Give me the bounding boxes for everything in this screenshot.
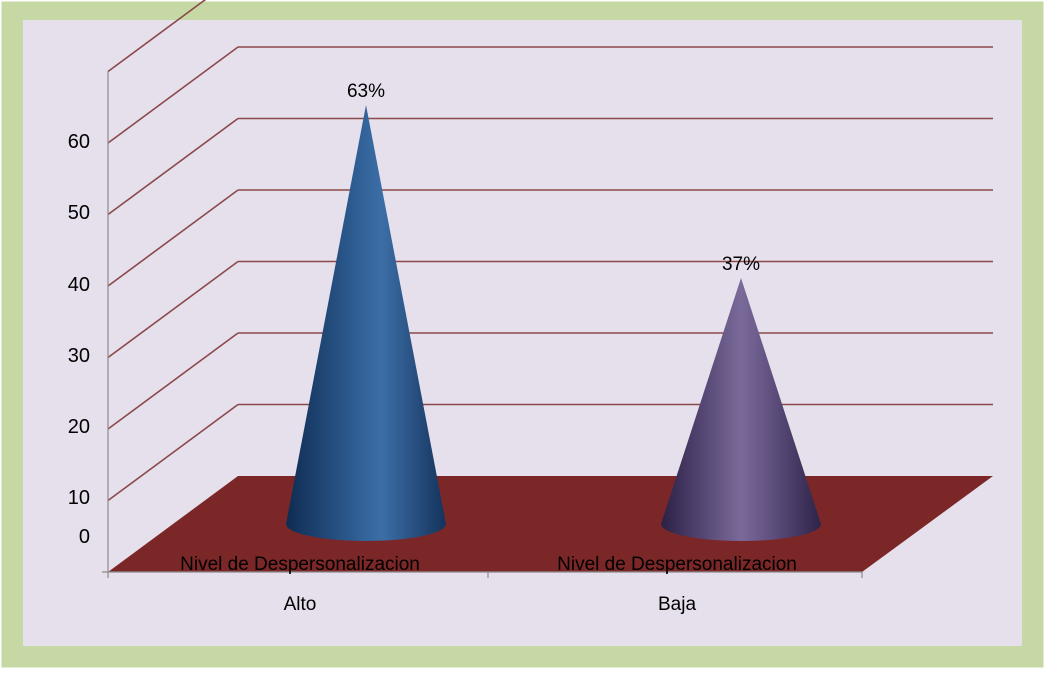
- cone-body: [661, 277, 821, 541]
- data-labels: 63% 37%: [347, 81, 760, 275]
- y-tick-label: 40: [68, 274, 90, 296]
- gridline-side: [107, 46, 239, 144]
- y-tick-label: 60: [68, 131, 90, 153]
- data-label: 37%: [722, 254, 760, 275]
- x-label-line1: Nivel de Despersonalizacion: [557, 554, 797, 575]
- cone-baja: [661, 277, 821, 541]
- gridline-side: [107, 332, 239, 430]
- gridline-side: [107, 403, 239, 502]
- x-label-line1: Nivel de Despersonalizacion: [180, 554, 420, 575]
- y-tick-label: 20: [68, 416, 90, 438]
- cones: [286, 105, 821, 542]
- axis: [102, 71, 863, 578]
- cone-body: [286, 105, 446, 542]
- data-label: 63%: [347, 81, 385, 102]
- y-tick-label: 50: [68, 202, 90, 224]
- x-label-line2: Baja: [658, 594, 696, 615]
- y-tick-label: 30: [68, 345, 90, 367]
- cone-alto: [286, 105, 446, 542]
- x-label-line2: Alto: [284, 594, 317, 615]
- y-axis-ticks: 0 10 20 30 40 50 60: [68, 131, 90, 548]
- x-axis-labels: Nivel de Despersonalizacion Alto Nivel de …: [180, 554, 797, 615]
- gridline-side: [107, 0, 207, 73]
- gridline-side: [107, 260, 239, 359]
- y-tick-label: 0: [79, 526, 90, 548]
- gridline-side: [107, 189, 239, 287]
- y-tick-label: 10: [68, 487, 90, 509]
- gridline-side: [107, 117, 239, 216]
